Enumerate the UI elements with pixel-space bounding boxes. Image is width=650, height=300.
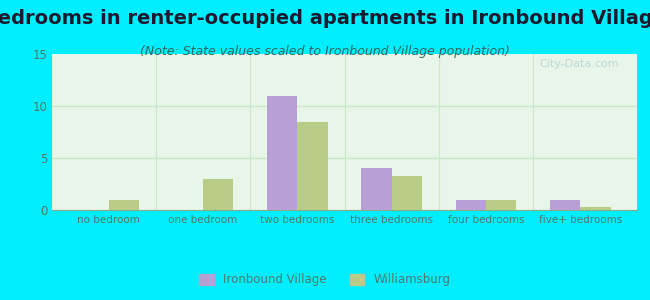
Bar bbox=[486, 200, 516, 210]
Bar bbox=[297, 122, 328, 210]
Bar bbox=[267, 96, 297, 210]
Bar bbox=[580, 207, 610, 210]
Text: (Note: State values scaled to Ironbound Village population): (Note: State values scaled to Ironbound … bbox=[140, 45, 510, 58]
Text: City-Data.com: City-Data.com bbox=[540, 59, 619, 69]
Bar bbox=[392, 176, 422, 210]
Bar bbox=[203, 179, 233, 210]
Bar bbox=[456, 200, 486, 210]
Bar bbox=[109, 200, 139, 210]
Bar bbox=[361, 168, 392, 210]
Legend: Ironbound Village, Williamsburg: Ironbound Village, Williamsburg bbox=[194, 269, 456, 291]
Bar bbox=[550, 200, 580, 210]
Text: Bedrooms in renter-occupied apartments in Ironbound Village: Bedrooms in renter-occupied apartments i… bbox=[0, 9, 650, 28]
